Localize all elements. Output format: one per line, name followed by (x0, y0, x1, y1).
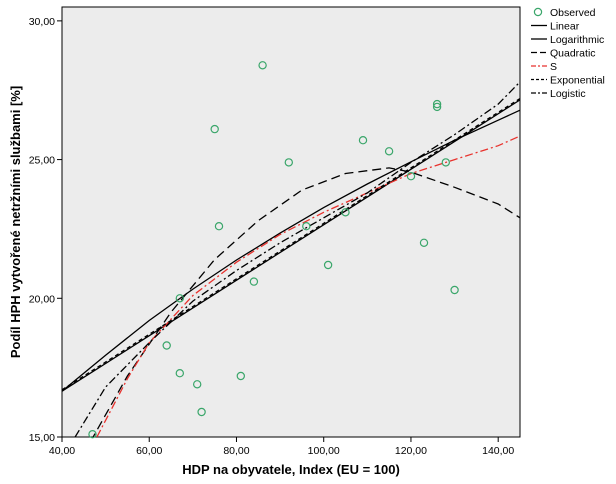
observed-point (384, 147, 394, 156)
x-tick-label: 40,00 (49, 445, 75, 457)
observed-point (197, 407, 206, 417)
y-tick-label: 15,00 (29, 432, 55, 444)
observed-point (284, 158, 293, 167)
observed-point (419, 238, 429, 247)
legend-label-s: S (550, 61, 557, 73)
legend-marker-observed (533, 7, 543, 17)
legend-label-observed: Observed (550, 7, 596, 19)
observed-point (192, 380, 202, 389)
observed-point (432, 99, 442, 109)
x-axis: 40,00 60,00 80,00 100,00 120,00 140,00 (49, 437, 514, 457)
observed-point (175, 294, 184, 303)
observed-point (406, 171, 416, 181)
fit-line-logarithmic (62, 109, 520, 392)
x-axis-title: HDP na obyvatele, Index (EU = 100) (182, 462, 400, 477)
x-tick-label: 80,00 (223, 445, 249, 457)
observed-point (88, 430, 97, 439)
x-tick-label: 140,00 (482, 445, 514, 457)
observed-point (441, 158, 450, 167)
legend-label-logistic: Logistic (550, 88, 586, 100)
fit-line-s (96, 135, 520, 437)
observed-point (323, 260, 333, 270)
observed-points (88, 61, 459, 439)
observed-point (358, 135, 368, 145)
observed-point (432, 102, 442, 112)
y-tick-label: 30,00 (29, 16, 55, 28)
plot-background (61, 6, 521, 438)
observed-point (341, 208, 350, 217)
legend-label-logarithmic: Logarithmic (550, 34, 604, 46)
legend-label-linear: Linear (550, 21, 580, 33)
y-axis: 15,00 20,00 25,00 30,00 (29, 16, 62, 444)
x-tick-label: 100,00 (308, 445, 340, 457)
y-tick-label: 20,00 (29, 293, 55, 305)
x-tick-label: 120,00 (395, 445, 427, 457)
observed-point (210, 124, 219, 134)
fit-lines (62, 81, 520, 437)
fit-line-linear (62, 99, 520, 392)
y-axis-title: Podíl HPH vytvořené netržními službami [… (8, 86, 23, 358)
legend-label-exponential: Exponential (550, 75, 605, 87)
fit-line-logistic (74, 81, 520, 437)
observed-point (249, 277, 259, 286)
observed-point (236, 371, 245, 381)
fit-line-quadratic (92, 167, 520, 437)
observed-point (162, 341, 171, 350)
observed-point (214, 221, 224, 231)
y-tick-label: 25,00 (29, 155, 55, 167)
observed-point (175, 369, 184, 378)
x-tick-label: 60,00 (136, 445, 162, 457)
observed-point (450, 285, 459, 295)
observed-point (302, 221, 311, 231)
legend-label-quadratic: Quadratic (550, 48, 596, 60)
observed-point (258, 61, 267, 70)
